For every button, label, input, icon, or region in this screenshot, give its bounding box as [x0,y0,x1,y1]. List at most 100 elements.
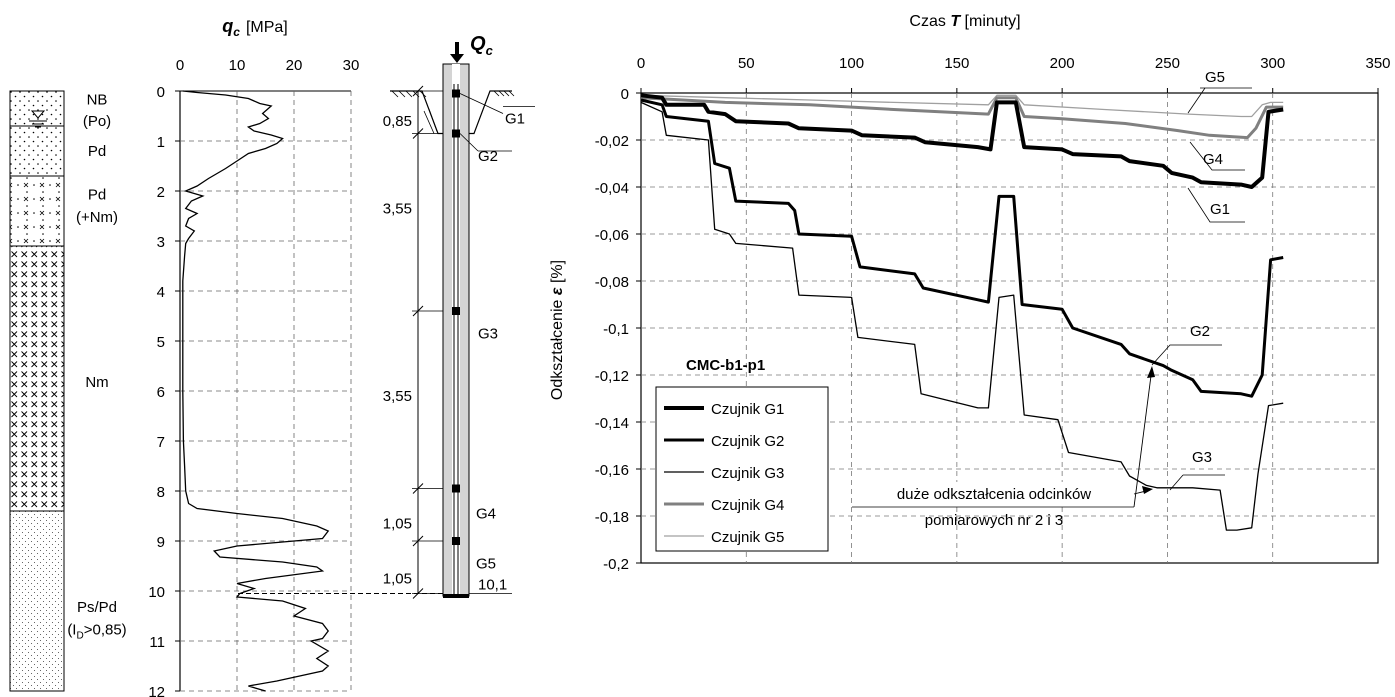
cpt-y-tick-label: 2 [157,184,165,201]
load-arrow-icon [450,42,464,63]
cpt-x-tick-label: 20 [286,57,303,74]
strain-y-tick-label: -0,18 [595,509,629,526]
legend-label: Czujnik G4 [711,497,784,514]
legend-label: Czujnik G3 [711,465,784,482]
cpt-x-tick-label: 0 [176,57,184,74]
cpt-x-tick-label: 30 [343,57,360,74]
soil-label: NB [87,92,108,109]
pile-dimension-label: 3,55 [383,388,412,405]
legend-title: CMC-b1-p1 [686,357,765,374]
pile-dimension-label: 1,05 [383,571,412,588]
cpt-y-tick-label: 3 [157,234,165,251]
sensor-label: G5 [476,556,496,573]
strain-y-tick-label: -0,14 [595,415,629,432]
cpt-qc-line [182,90,330,692]
sensor-marker [452,89,460,98]
sensor-label: G2 [478,148,498,165]
soil-layer [9,175,65,247]
series-callout-label: G4 [1203,151,1223,168]
cpt-axis-title: qc [MPa] [222,16,287,39]
strain-x-tick-label: 50 [738,55,755,72]
soil-layer [9,90,65,127]
cpt-y-tick-label: 10 [148,584,165,601]
soil-label: Ps/Pd [77,599,117,616]
soil-profile-column [9,90,65,692]
cpt-grid [175,90,352,692]
strain-y-tick-label: -0,08 [595,274,629,291]
soil-layer [9,510,65,692]
soil-label: Pd [88,143,106,160]
cpt-y-tick-label: 9 [157,534,165,551]
strain-y-tick-label: -0,1 [603,321,629,338]
soil-label: (+Nm) [76,209,118,226]
strain-x-tick-label: 300 [1260,55,1285,72]
soil-layer [9,245,65,512]
series-line-czujnik-g2 [640,98,1284,398]
strain-x-tick-label: 150 [944,55,969,72]
legend: CMC-b1-p1 Czujnik G1 Czujnik G2 Czujnik G3… [655,357,829,552]
series-callout-label: G2 [1190,323,1210,340]
sensor-marker [452,129,460,138]
series-callout-label: G5 [1205,69,1225,86]
strain-series [640,93,1284,531]
strain-x-axis-title: Czas T [minuty] [909,13,1020,30]
cpt-x-tick-label: 10 [229,57,246,74]
cpt-y-tick-label: 11 [149,634,165,651]
note-text-line1: duże odkształcenia odcinków [897,486,1091,503]
sensor-label: G1 [505,111,525,128]
sensor-label: G3 [478,326,498,343]
pile-schematic: 0,85 3,55 3,55 1,05 1,05 G1 G2 G3 G4 G5 10,1 Qc [238,33,535,599]
pile-sensors: G1 G2 G3 G4 G5 10,1 [452,89,535,594]
pile-body [442,63,470,598]
strain-y-tick-label: -0,16 [595,462,629,479]
cpt-y-tick-label: 1 [157,134,165,151]
sensor-marker [452,537,460,545]
cpt-y-tick-label: 8 [157,484,165,501]
soil-label: Pd [88,187,106,204]
legend-label: Czujnik G5 [711,529,784,546]
soil-layer [9,125,65,177]
pile-dimensions: 0,85 3,55 3,55 1,05 1,05 [383,85,443,599]
strain-x-tick-label: 0 [637,55,645,72]
load-label: Qc [470,33,494,58]
sensor-marker [452,307,460,315]
soil-label: (ID>0,85) [67,622,126,642]
strain-ticks: 0 -0,02 -0,04 -0,06 -0,08 -0,1 -0,12 -0,14 -0,16… [595,55,1391,573]
strain-y-tick-label: -0,12 [595,368,629,385]
cpt-y-tick-label: 0 [157,84,165,101]
cpt-y-tick-label: 6 [157,384,165,401]
soil-label: (Po) [83,113,111,130]
series-line-czujnik-g4 [640,96,1284,140]
series-callout-label: G3 [1192,449,1212,466]
strain-annotations: G5 G4 G1 G2 G3 duże odkształcenia odcinków pom… [852,69,1252,529]
series-line-czujnik-g3 [640,101,1284,531]
pile-dimension-label: 1,05 [383,516,412,533]
series-callout-label: G1 [1210,201,1230,218]
cpt-y-tick-label: 4 [157,284,165,301]
strain-y-tick-label: -0,04 [595,180,629,197]
strain-y-tick-label: 0 [621,86,629,103]
legend-box [655,386,829,552]
legend-label: Czujnik G1 [711,401,784,418]
series-line-czujnik-g1 [640,93,1284,189]
sensor-marker [452,484,460,493]
strain-y-tick-label: -0,06 [595,227,629,244]
water-table-icon [29,110,47,128]
soil-labels: NB (Po) Pd Pd (+Nm) Nm Ps/Pd (ID>0,85) [67,92,126,642]
strain-x-tick-label: 100 [839,55,864,72]
note-text-line2: pomiarowych nr 2 i 3 [925,512,1063,529]
pile-dimension-label: 0,85 [383,113,412,130]
legend-items: Czujnik G1 Czujnik G2 Czujnik G3 Czujnik G4… [664,401,784,546]
soil-label: Nm [85,374,108,391]
strain-y-tick-label: -0,02 [595,133,629,150]
strain-x-tick-label: 250 [1155,55,1180,72]
cpt-y-tick-label: 5 [157,334,165,351]
legend-label: Czujnik G2 [711,433,784,450]
strain-x-tick-label: 200 [1050,55,1075,72]
strain-x-tick-label: 350 [1365,55,1390,72]
strain-y-axis-title: Odkształcenie ε [%] [549,260,566,400]
strain-y-tick-label: -0,2 [603,556,629,573]
